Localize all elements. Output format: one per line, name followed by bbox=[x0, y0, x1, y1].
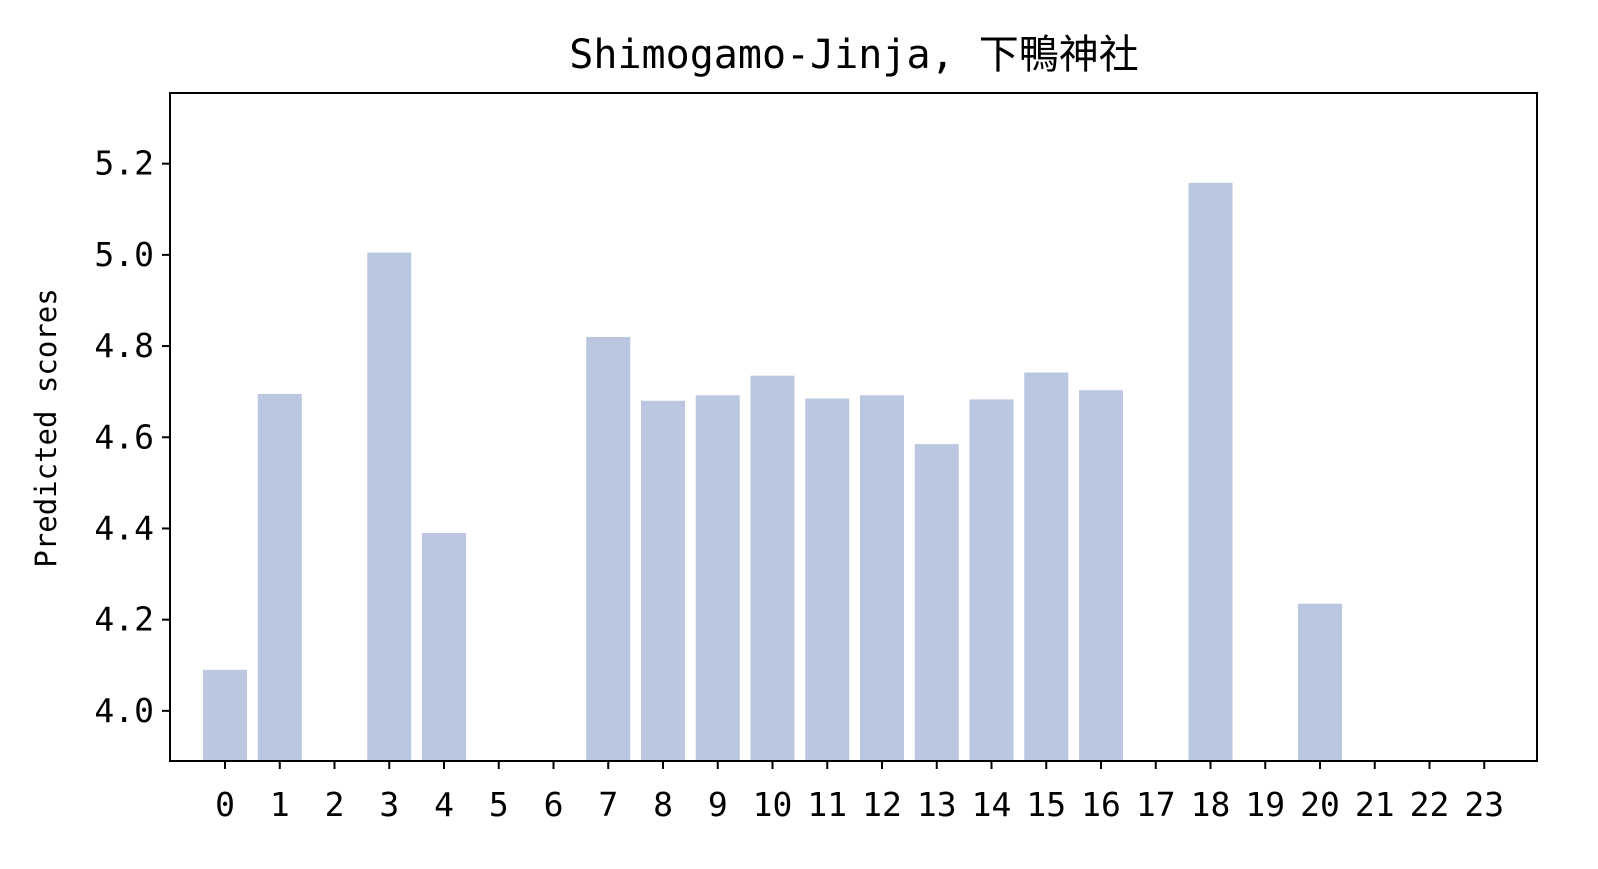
x-tick-label: 10 bbox=[753, 785, 793, 824]
bar-15 bbox=[1024, 372, 1069, 761]
y-tick-label: 4.0 bbox=[94, 691, 154, 730]
x-tick-label: 20 bbox=[1300, 785, 1340, 824]
x-tick-label: 12 bbox=[862, 785, 902, 824]
y-tick-label: 4.8 bbox=[94, 326, 154, 365]
y-axis: 4.0 4.2 4.4 4.6 4.8 5.0 5.2 bbox=[94, 144, 170, 730]
bar-1 bbox=[257, 393, 302, 761]
x-tick-label: 9 bbox=[708, 785, 728, 824]
x-tick-label: 6 bbox=[544, 785, 564, 824]
bar-7 bbox=[586, 336, 631, 761]
bar-0 bbox=[203, 669, 247, 761]
y-tick-label: 4.6 bbox=[94, 417, 154, 456]
bar-16 bbox=[1079, 390, 1123, 761]
x-tick-label: 22 bbox=[1410, 785, 1450, 824]
bars-group bbox=[203, 182, 1342, 761]
x-tick-label: 5 bbox=[489, 785, 509, 824]
chart-title: Shimogamo-Jinja, 下鴨神社 bbox=[569, 32, 1138, 78]
x-tick-label: 4 bbox=[434, 785, 454, 824]
x-tick-label: 8 bbox=[653, 785, 673, 824]
x-tick-label: 21 bbox=[1355, 785, 1395, 824]
bar-8 bbox=[641, 400, 685, 761]
bar-13 bbox=[914, 444, 959, 761]
y-tick-label: 4.4 bbox=[94, 508, 154, 547]
y-tick-label: 5.0 bbox=[94, 235, 154, 274]
bar-3 bbox=[367, 252, 412, 761]
x-tick-label: 7 bbox=[598, 785, 618, 824]
x-tick-label: 15 bbox=[1026, 785, 1066, 824]
x-axis: 0 1 2 3 4 5 6 7 8 9 10 11 12 13 14 15 16 17 18 19 20 21 22 23 bbox=[215, 761, 1504, 824]
bar-14 bbox=[969, 399, 1014, 761]
x-tick-label: 19 bbox=[1245, 785, 1285, 824]
y-axis-label: Predicted scores bbox=[29, 288, 63, 567]
x-tick-label: 18 bbox=[1191, 785, 1231, 824]
x-tick-label: 2 bbox=[325, 785, 345, 824]
y-tick-label: 5.2 bbox=[94, 144, 154, 183]
bar-11 bbox=[805, 398, 850, 761]
x-tick-label: 0 bbox=[215, 785, 235, 824]
x-tick-label: 16 bbox=[1081, 785, 1121, 824]
x-tick-label: 23 bbox=[1464, 785, 1504, 824]
bar-20 bbox=[1298, 603, 1342, 761]
plot-frame bbox=[169, 92, 1538, 762]
x-tick-label: 1 bbox=[270, 785, 290, 824]
bar-4 bbox=[422, 533, 466, 761]
x-tick-label: 11 bbox=[807, 785, 847, 824]
x-tick-label: 3 bbox=[379, 785, 399, 824]
bar-18 bbox=[1188, 182, 1233, 761]
bar-9 bbox=[695, 395, 740, 761]
x-tick-label: 13 bbox=[917, 785, 957, 824]
bar-10 bbox=[750, 375, 795, 761]
bar-12 bbox=[860, 395, 904, 761]
x-tick-label: 14 bbox=[972, 785, 1012, 824]
x-tick-label: 17 bbox=[1136, 785, 1176, 824]
y-tick-label: 4.2 bbox=[94, 600, 154, 639]
